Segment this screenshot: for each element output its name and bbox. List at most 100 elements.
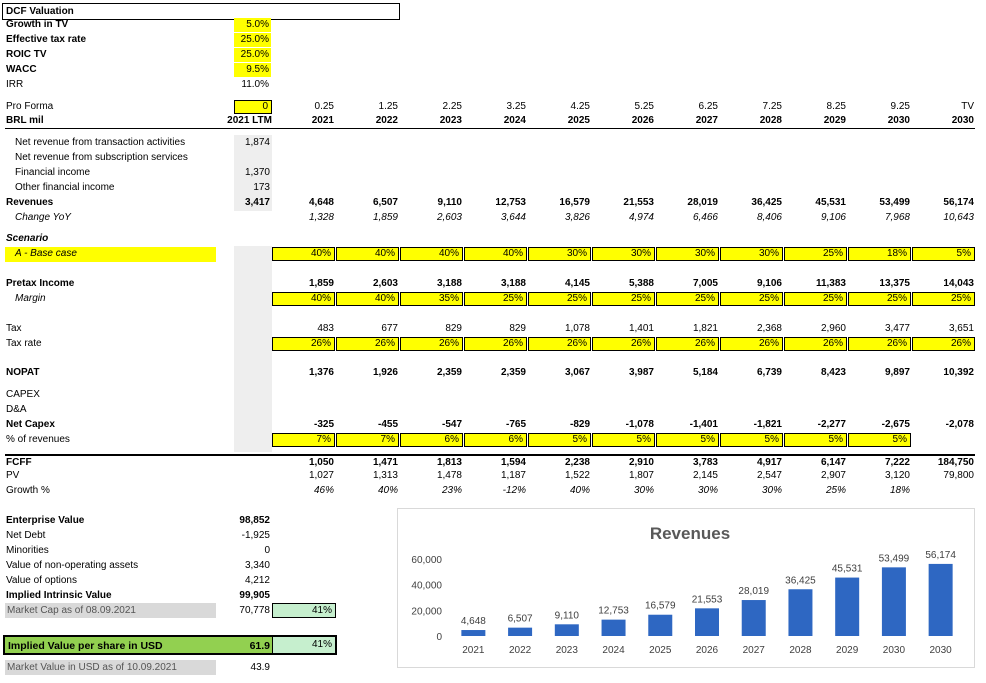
net_capex-value: -1,078 — [625, 419, 654, 430]
pct_rev-cell[interactable]: 6% — [464, 433, 527, 447]
revenues-value: 9,110 — [437, 197, 462, 208]
tax-value: 1,401 — [628, 323, 654, 334]
margin-cell[interactable]: 25% — [848, 292, 911, 306]
scenario-case-selector[interactable]: A - Base case — [5, 247, 216, 262]
scenario-cell[interactable]: 40% — [464, 247, 527, 261]
tax_rate-cell[interactable]: 26% — [528, 337, 591, 351]
bar-data-label: 21,553 — [692, 594, 723, 605]
tax-value: 2,960 — [820, 323, 846, 334]
pct_rev-cell[interactable]: 5% — [848, 433, 911, 447]
revenue-bar — [648, 614, 673, 636]
assumption-value[interactable]: 25.0% — [234, 33, 271, 47]
tax_rate-cell[interactable]: 26% — [912, 337, 975, 351]
year-label: 2024 — [503, 115, 526, 126]
scenario-value: 40% — [374, 248, 395, 259]
pct_rev-cell[interactable]: 7% — [336, 433, 399, 447]
nopat-label: NOPAT — [6, 367, 40, 378]
revenue-bar — [928, 563, 953, 636]
assumption-value[interactable]: 9.5% — [234, 63, 271, 77]
tax_rate-value: 26% — [630, 338, 651, 349]
margin-cell[interactable]: 25% — [656, 292, 719, 306]
valuation-label: Value of non-operating assets — [6, 560, 139, 571]
revenues-ltm: 3,417 — [244, 197, 270, 208]
scenario-cell[interactable]: 18% — [848, 247, 911, 261]
revenue-bar — [788, 589, 813, 636]
margin-cell[interactable]: 25% — [720, 292, 783, 306]
revenues-value: 45,531 — [815, 197, 846, 208]
revenue-bar — [554, 624, 579, 636]
scenario-cell[interactable]: 40% — [272, 247, 335, 261]
margin-cell[interactable]: 25% — [912, 292, 975, 306]
market-cap-upside: 41% — [272, 603, 336, 618]
scenario-cell[interactable]: 40% — [400, 247, 463, 261]
revenue-bar — [601, 619, 626, 636]
year-label: 2022 — [375, 115, 398, 126]
assumption-value[interactable]: 25.0% — [234, 48, 271, 62]
pretax-value: 9,106 — [756, 278, 782, 289]
tax_rate-cell[interactable]: 26% — [784, 337, 847, 351]
revenue-line-label: Financial income — [15, 167, 91, 178]
nopat-value: 3,987 — [628, 367, 654, 378]
pct_rev-value: 6% — [444, 434, 459, 445]
x-tick-label: 2021 — [462, 645, 485, 656]
revenue-line-ltm: 1,874 — [244, 137, 270, 148]
scenario-case-label: A - Base case — [15, 248, 77, 259]
pct_rev-cell[interactable]: 7% — [272, 433, 335, 447]
revenue-bar — [508, 627, 533, 636]
margin-cell[interactable]: 25% — [784, 292, 847, 306]
scenario-value: 18% — [886, 248, 907, 259]
revenues-chart-svg: Revenues 0 20,000 40,000 60,000 4,648 2021 6,50… — [411, 524, 956, 656]
tax_rate-value: 26% — [310, 338, 331, 349]
pct_rev-cell[interactable]: 5% — [528, 433, 591, 447]
tax_rate-cell[interactable]: 26% — [656, 337, 719, 351]
header-underline — [5, 128, 975, 129]
margin-value: 25% — [758, 293, 779, 304]
tax_rate-cell[interactable]: 26% — [720, 337, 783, 351]
tax-value: 2,368 — [756, 323, 782, 334]
scenario-value: 30% — [694, 248, 715, 259]
scenario-cell[interactable]: 30% — [592, 247, 655, 261]
tax_rate-cell[interactable]: 26% — [592, 337, 655, 351]
period-label: 1.25 — [378, 101, 398, 112]
tax_rate-cell[interactable]: 26% — [464, 337, 527, 351]
tax_rate-cell[interactable]: 26% — [848, 337, 911, 351]
scenario-cell[interactable]: 30% — [720, 247, 783, 261]
scenario-cell[interactable]: 30% — [528, 247, 591, 261]
valuation-value: 99,905 — [239, 590, 270, 601]
pct_rev-cell[interactable]: 6% — [400, 433, 463, 447]
pct_rev-cell[interactable]: 5% — [592, 433, 655, 447]
change_yoy-label: Change YoY — [15, 212, 71, 223]
tax_rate-cell[interactable]: 26% — [272, 337, 335, 351]
valuation-label: Enterprise Value — [6, 515, 85, 526]
margin-cell[interactable]: 35% — [400, 292, 463, 306]
net_capex-value: -829 — [569, 419, 590, 430]
change_yoy-value: 7,968 — [884, 212, 910, 223]
tax_rate-cell[interactable]: 26% — [336, 337, 399, 351]
margin-cell[interactable]: 25% — [464, 292, 527, 306]
y-tick-label: 0 — [436, 632, 442, 643]
assumption-value: 11.0% — [241, 79, 269, 90]
pct_rev-value: 6% — [508, 434, 523, 445]
change_yoy-value: 3,644 — [500, 212, 526, 223]
scenario-cell[interactable]: 5% — [912, 247, 975, 261]
scenario-cell[interactable]: 40% — [336, 247, 399, 261]
revenues-chart[interactable]: Revenues 0 20,000 40,000 60,000 4,648 2021 6,50… — [397, 508, 975, 668]
pct_rev-cell[interactable]: 5% — [720, 433, 783, 447]
margin-cell[interactable]: 40% — [336, 292, 399, 306]
margin-cell[interactable]: 25% — [592, 292, 655, 306]
scenario-cell[interactable]: 25% — [784, 247, 847, 261]
pct_rev-cell[interactable]: 5% — [784, 433, 847, 447]
pct_rev-cell[interactable]: 5% — [656, 433, 719, 447]
margin-value: 25% — [694, 293, 715, 304]
assumption-value[interactable]: 5.0% — [234, 18, 271, 32]
margin-cell[interactable]: 40% — [272, 292, 335, 306]
nopat-value: 10,392 — [943, 367, 974, 378]
revenues-value: 16,579 — [559, 197, 590, 208]
margin-cell[interactable]: 25% — [528, 292, 591, 306]
margin-value: 25% — [630, 293, 651, 304]
pct_rev-value: 5% — [700, 434, 715, 445]
year-label: 2029 — [823, 115, 846, 126]
tax_rate-cell[interactable]: 26% — [400, 337, 463, 351]
pro-forma-input[interactable]: 0 — [234, 100, 272, 114]
scenario-cell[interactable]: 30% — [656, 247, 719, 261]
